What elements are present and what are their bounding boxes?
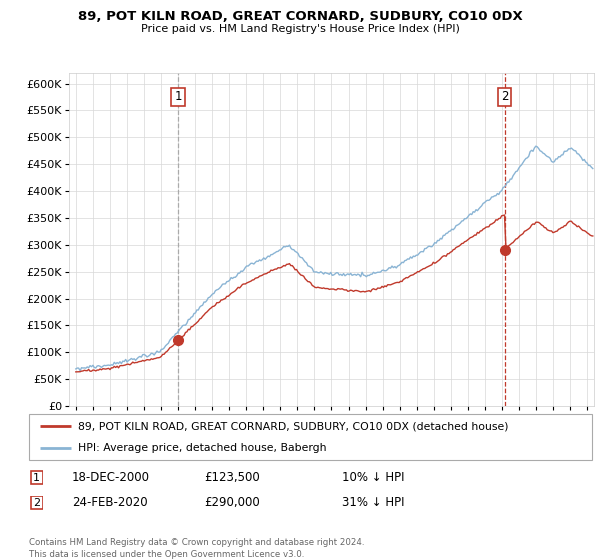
FancyBboxPatch shape: [31, 496, 43, 510]
Text: £290,000: £290,000: [204, 496, 260, 509]
Text: 2: 2: [501, 91, 508, 104]
Text: 18-DEC-2000: 18-DEC-2000: [72, 470, 150, 484]
FancyBboxPatch shape: [29, 414, 592, 460]
Text: 24-FEB-2020: 24-FEB-2020: [72, 496, 148, 509]
Text: 89, POT KILN ROAD, GREAT CORNARD, SUDBURY, CO10 0DX (detached house): 89, POT KILN ROAD, GREAT CORNARD, SUDBUR…: [79, 421, 509, 431]
Text: 10% ↓ HPI: 10% ↓ HPI: [342, 470, 404, 484]
Text: 1: 1: [175, 91, 182, 104]
Text: Contains HM Land Registry data © Crown copyright and database right 2024.
This d: Contains HM Land Registry data © Crown c…: [29, 538, 364, 559]
Text: 1: 1: [33, 473, 40, 483]
Text: HPI: Average price, detached house, Babergh: HPI: Average price, detached house, Babe…: [79, 444, 327, 454]
Text: 31% ↓ HPI: 31% ↓ HPI: [342, 496, 404, 509]
Text: Price paid vs. HM Land Registry's House Price Index (HPI): Price paid vs. HM Land Registry's House …: [140, 24, 460, 34]
Text: 2: 2: [33, 498, 40, 508]
Text: £123,500: £123,500: [204, 470, 260, 484]
Text: 89, POT KILN ROAD, GREAT CORNARD, SUDBURY, CO10 0DX: 89, POT KILN ROAD, GREAT CORNARD, SUDBUR…: [77, 10, 523, 23]
FancyBboxPatch shape: [31, 471, 43, 484]
